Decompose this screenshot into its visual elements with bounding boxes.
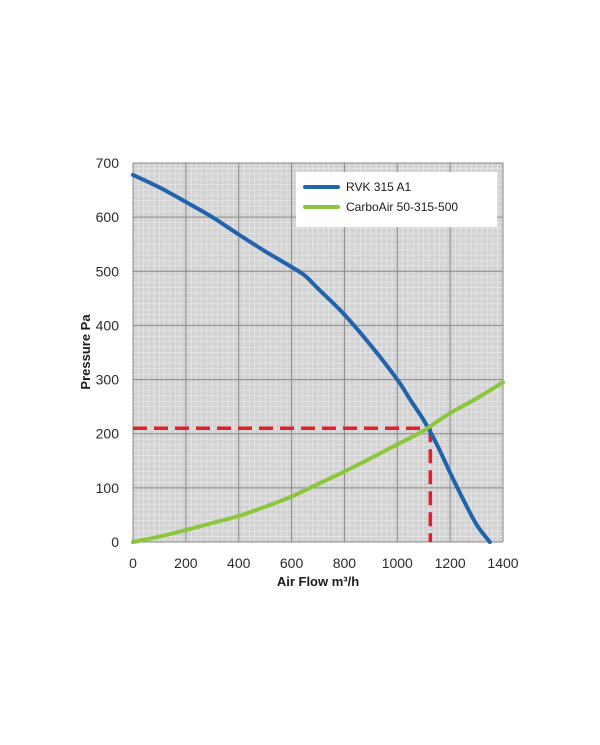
legend-label-carboair: CarboAir 50-315-500 (346, 200, 458, 214)
intersection-reference-lines (133, 426, 433, 542)
x-tick-label: 1400 (487, 555, 518, 571)
x-tick-label: 0 (129, 555, 137, 571)
x-tick-label: 1000 (382, 555, 413, 571)
major-grid (132, 162, 504, 543)
y-axis-ticks: 0 100 200 300 400 500 600 700 (96, 155, 120, 550)
x-tick-label: 1200 (435, 555, 466, 571)
y-tick-label: 700 (96, 155, 120, 171)
legend-box (296, 172, 497, 227)
legend-label-rvk: RVK 315 A1 (346, 180, 411, 194)
legend: RVK 315 A1 CarboAir 50-315-500 (296, 172, 497, 227)
y-tick-label: 100 (96, 480, 120, 496)
y-tick-label: 400 (96, 317, 120, 333)
y-axis-title: Pressure Pa (78, 314, 93, 390)
x-axis-title: Air Flow m³/h (277, 574, 359, 589)
series-lines (131, 172, 505, 544)
x-tick-label: 400 (227, 555, 251, 571)
x-tick-label: 600 (280, 555, 304, 571)
y-tick-label: 600 (96, 209, 120, 225)
series-line-carboair-50-315-500 (131, 380, 505, 544)
series-line-rvk-315-a1 (131, 172, 492, 544)
x-axis-ticks: 0 200 400 600 800 1000 1200 1400 (129, 555, 519, 571)
y-tick-label: 200 (96, 426, 120, 442)
y-tick-label: 0 (111, 534, 119, 550)
x-tick-label: 800 (333, 555, 357, 571)
x-tick-label: 200 (174, 555, 198, 571)
y-tick-label: 300 (96, 372, 120, 388)
y-tick-label: 500 (96, 263, 120, 279)
